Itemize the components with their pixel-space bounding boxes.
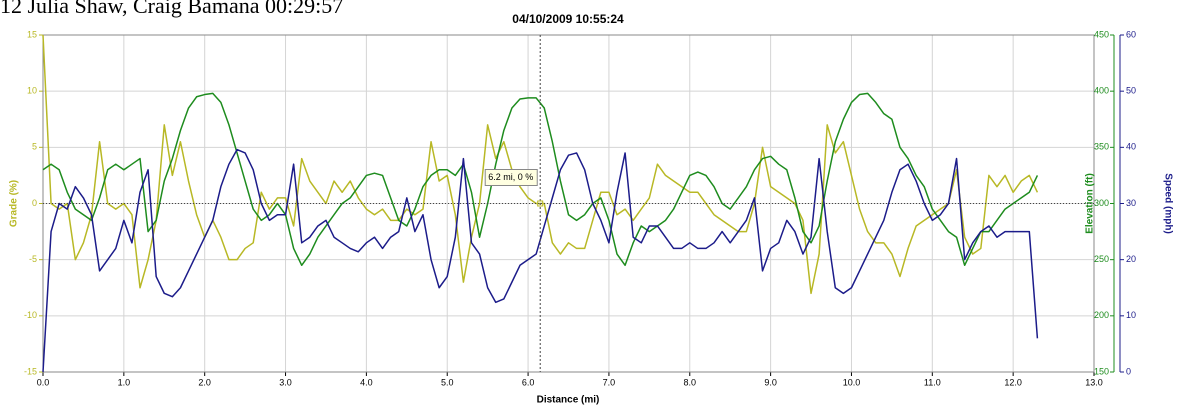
y-tick-label: 10 [27,86,37,96]
y2-tick-label: 400 [1094,86,1109,96]
y2-tick-label: 200 [1094,310,1109,320]
y2-tick-label: 450 [1094,29,1109,39]
heading: 12 Julia Shaw, Craig Bamana 00:29:57 [0,0,343,18]
y-tick-label: -15 [24,366,37,376]
chart-title: 04/10/2009 10:55:24 [512,12,624,26]
x-tick-label: 1.0 [118,377,131,387]
x-tick-label: 5.0 [441,377,454,387]
x-tick-label: 4.0 [360,377,373,387]
y3-tick-label: 60 [1126,29,1136,39]
y2-tick-label: 300 [1094,198,1109,208]
x-tick-label: 8.0 [684,377,697,387]
x-tick-label: 13.0 [1085,377,1103,387]
y-tick-label: -5 [29,254,37,264]
y3-tick-label: 30 [1126,198,1136,208]
y3-tick-label: 10 [1126,310,1136,320]
y3-tick-label: 20 [1126,254,1136,264]
y-axis-title: Grade (%) [9,180,20,227]
x-tick-label: 12.0 [1004,377,1022,387]
y-tick-label: -10 [24,310,37,320]
x-tick-label: 10.0 [843,377,861,387]
x-tick-label: 6.0 [522,377,535,387]
y2-tick-label: 350 [1094,142,1109,152]
x-axis-title: Distance (mi) [537,395,600,406]
y-tick-label: 0 [32,198,37,208]
y3-tick-label: 40 [1126,142,1136,152]
tooltip-box [484,169,538,186]
y3-tick-label: 50 [1126,86,1136,96]
y-tick-label: 15 [27,29,37,39]
y2-tick-label: 250 [1094,254,1109,264]
x-tick-label: 11.0 [924,377,941,387]
x-tick-label: 9.0 [764,377,777,387]
x-tick-label: 0.0 [37,377,50,387]
y2-tick-label: 150 [1094,366,1109,376]
y3-axis-title: Speed (mph) [1162,173,1173,234]
x-tick-label: 7.0 [603,377,616,387]
tooltip-text: 6.2 mi, 0 % [488,172,533,182]
cursor-point [537,200,544,207]
x-tick-label: 3.0 [279,377,292,387]
y-tick-label: 5 [32,142,37,152]
x-tick-label: 2.0 [198,377,211,387]
y3-tick-label: 0 [1126,366,1131,376]
series-line [42,92,1039,267]
